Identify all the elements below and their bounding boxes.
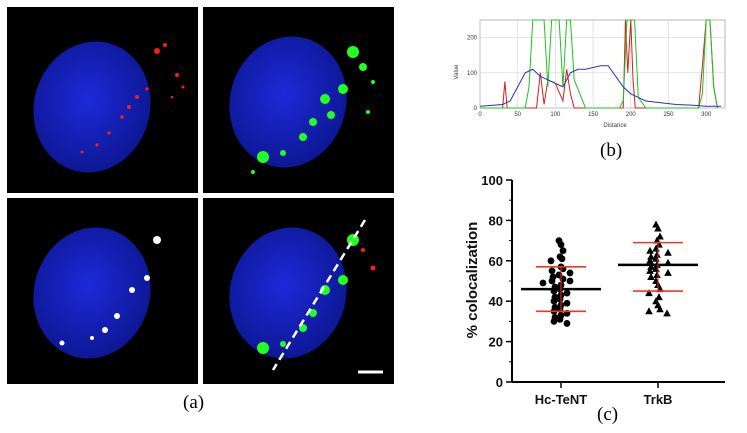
profile-xtick-label: 300: [701, 112, 712, 118]
scatter-category-label: Hc-TeNT: [535, 392, 588, 407]
micrograph-colocalization-white: [7, 198, 198, 384]
scatter-point: [646, 266, 654, 274]
scatter-point: [664, 248, 672, 256]
scatter-point: [548, 267, 556, 275]
scatter-point: [556, 295, 564, 303]
scatter-point: [646, 256, 654, 264]
scatter-ytick-label: 60: [489, 254, 503, 269]
scatter-point: [550, 318, 558, 325]
scatter-point: [645, 307, 653, 315]
profile-xtick-label: 0: [478, 112, 482, 118]
micrograph-green: [203, 7, 394, 193]
profile-xtick-label: 150: [588, 112, 599, 118]
scatter-point: [655, 240, 663, 248]
scatter-point: [645, 289, 653, 297]
scatter-point: [563, 320, 571, 327]
scatter-ytick-label: 100: [481, 173, 503, 188]
scatter-point: [664, 268, 672, 276]
micrograph-red: [7, 7, 198, 193]
scatter-ytick-label: 0: [496, 375, 503, 390]
scatter-ytick-label: 80: [489, 213, 503, 228]
scatter-point: [547, 257, 555, 265]
scatter-point: [653, 270, 661, 278]
profile-ylabel: Value: [454, 64, 460, 80]
profile-xtick-label: 250: [663, 112, 674, 118]
profile-xlabel: Distance: [603, 123, 627, 129]
scatter-point: [656, 232, 664, 240]
scatter-point: [647, 272, 655, 280]
scatter-category-label: TrkB: [644, 392, 673, 407]
scatter-ylabel: % colocalization: [464, 222, 481, 339]
caption-c: (c): [597, 404, 619, 425]
scatter-point: [566, 277, 574, 285]
caption-b: (b): [600, 140, 623, 161]
scatter-point: [646, 246, 654, 254]
scatter-point: [559, 247, 567, 255]
scatter-point: [563, 289, 571, 297]
scatter-ytick-label: 20: [489, 335, 503, 350]
profile-xtick-label: 200: [626, 112, 637, 118]
profile-ytick-label: 200: [467, 36, 478, 42]
intensity-profile-chart: 0 100 200 0 50 100 150 200 250 300 Value Distance: [454, 19, 726, 129]
scatter-point: [556, 315, 564, 323]
scatter-point: [653, 250, 661, 258]
profile-series-line-2: [479, 65, 722, 107]
scatter-point: [557, 241, 565, 249]
scatter-point: [655, 293, 663, 301]
profile-ytick-label: 100: [467, 71, 478, 77]
profile-series-line-1: [480, 19, 718, 109]
scatter-point: [558, 255, 566, 263]
profile-xtick-label: 50: [514, 112, 521, 118]
scatter-point: [539, 279, 547, 287]
profile-ytick-label: 0: [474, 106, 478, 112]
scatter-point: [550, 297, 558, 305]
colocalization-scatter-chart: 0 20 40 60 80 100 Hc-TeNT TrkB % colocalization: [464, 173, 725, 407]
scatter-point: [654, 224, 662, 232]
scatter-point: [663, 309, 671, 317]
scatter-point: [548, 277, 556, 285]
scatter-point: [647, 262, 655, 270]
scatter-point: [647, 252, 655, 260]
scatter-ytick-label: 40: [489, 294, 503, 309]
scatter-point: [656, 305, 664, 313]
profile-xtick-label: 100: [550, 112, 561, 118]
micrograph-merge: [203, 198, 394, 384]
scatter-point: [563, 299, 571, 307]
caption-a: (a): [183, 392, 205, 413]
scatter-point: [566, 269, 574, 277]
profile-plot-area: [479, 19, 726, 109]
profile-line: [271, 219, 367, 371]
